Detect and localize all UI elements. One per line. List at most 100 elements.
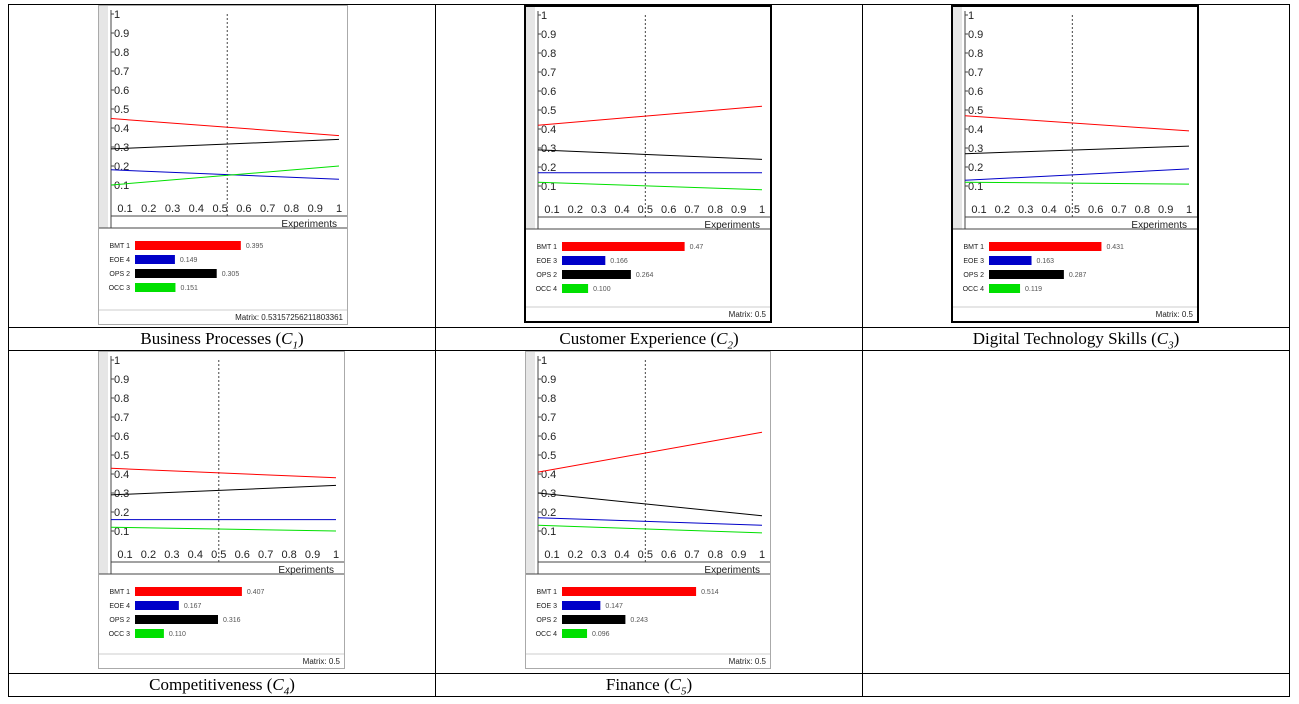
series-line [537, 517, 763, 526]
bar-value-label: 0.407 [247, 589, 265, 596]
y-tick-label: 0.6 [114, 431, 129, 443]
x-tick-label: 0.3 [1018, 204, 1033, 216]
y-tick-label: 0.5 [968, 105, 983, 117]
x-tick-label: 0.9 [731, 204, 746, 216]
bar-label: OCC 4 [536, 286, 558, 293]
gutter [526, 7, 535, 229]
y-tick-label: 0.6 [114, 85, 129, 97]
bar-value-label: 0.305 [222, 271, 240, 278]
y-tick-label: 0.3 [968, 143, 983, 155]
chart-svg: 0.10.20.30.40.50.60.70.80.910.1 0.2 0.3 0.4… [526, 7, 770, 319]
x-tick-label: 0.9 [305, 549, 320, 561]
y-tick-label: 0.8 [541, 393, 556, 405]
matrix-label: Matrix: 0.5 [1156, 310, 1194, 319]
bar [562, 256, 606, 265]
x-tick-label: 0.2 [995, 204, 1010, 216]
bar-value-label: 0.110 [169, 631, 186, 638]
bar-label: BMT 1 [537, 244, 558, 251]
caption-subscript: 1 [292, 339, 298, 352]
x-tick-label: 0.8 [1135, 204, 1150, 216]
sensitivity-panel: 0.1 0.2 0.3 0.4 0.5 0.6 0.7 0.8 0.9 1 0.1 0.2 0.3 0.4… [524, 5, 772, 323]
series-line [964, 145, 1190, 155]
bar-value-label: 0.100 [593, 286, 611, 293]
figure-grid: 0.1 0.2 0.3 0.4 0.5 0.6 0.7 0.8 0.9 1 0.1 0.2 0.3 0.4… [8, 4, 1290, 697]
x-tick-label: 0.6 [236, 203, 251, 215]
bar-value-label: 0.096 [592, 631, 610, 638]
cell-4: 0.1 0.2 0.3 0.4 0.5 0.6 0.7 0.8 0.9 1 0.1 0.2 0.3 0.4… [8, 350, 436, 674]
caption-empty [862, 673, 1290, 697]
bar-value-label: 0.151 [180, 285, 198, 292]
caption-2: Customer Experience (C2) [435, 327, 863, 351]
x-tick-label: 0.2 [141, 203, 156, 215]
bar [989, 242, 1102, 251]
series-line [110, 169, 340, 180]
y-tick-label: 0.9 [541, 29, 556, 41]
y-tick-label: 0.7 [968, 67, 983, 79]
bar [135, 269, 217, 278]
x-tick-label: 0.4 [1041, 204, 1056, 216]
y-tick-label: 0.6 [541, 431, 556, 443]
bar [562, 242, 685, 251]
y-tick-label: 0.4 [114, 469, 129, 481]
x-tick-label: 0.3 [591, 549, 606, 561]
x-tick-label: 0.4 [614, 549, 629, 561]
x-tick-label: 0.4 [188, 549, 203, 561]
bar [562, 587, 697, 596]
y-tick-label: 0.5 [114, 104, 129, 116]
x-tick-label: 0.9 [1158, 204, 1173, 216]
y-tick-label: 0.1 [114, 526, 129, 538]
bar-value-label: 0.149 [180, 257, 198, 264]
x-tick-label: 1 [759, 204, 765, 216]
caption-3: Digital Technology Skills (C3) [862, 327, 1290, 351]
series-line [964, 181, 1190, 185]
y-tick-label: 0.7 [541, 412, 556, 424]
x-tick-label: 0.6 [235, 549, 250, 561]
x-axis-label: Experiments [278, 565, 334, 576]
y-tick-label: 1 [114, 9, 120, 21]
x-tick-label: 0.1 [117, 203, 132, 215]
y-tick-label: 1 [541, 355, 547, 367]
y-tick-label: 0.7 [541, 67, 556, 79]
x-tick-label: 0.6 [661, 204, 676, 216]
x-tick-label: 1 [759, 549, 765, 561]
chart-svg: 0.10.20.30.40.50.60.70.80.910.1 0.2 0.3 0.4… [953, 7, 1197, 319]
bar-label: OPS 2 [536, 272, 557, 279]
bar-value-label: 0.395 [246, 243, 264, 250]
x-tick-label: 0.4 [614, 204, 629, 216]
x-tick-label: 0.8 [284, 203, 299, 215]
x-tick-label: 0.5 [211, 549, 226, 561]
x-tick-label: 0.5 [1065, 204, 1080, 216]
bar [989, 284, 1021, 293]
x-tick-label: 0.8 [708, 549, 723, 561]
y-tick-label: 0.8 [114, 47, 129, 59]
bar-label: EOE 3 [536, 603, 557, 610]
caption-text: Finance [605, 675, 660, 694]
x-tick-label: 0.3 [165, 203, 180, 215]
y-tick-label: 0.6 [541, 86, 556, 98]
cell-1: 0.1 0.2 0.3 0.4 0.5 0.6 0.7 0.8 0.9 1 0.1 0.2 0.3 0.4… [8, 4, 436, 328]
y-tick-label: 0.8 [114, 393, 129, 405]
caption-text: Customer Experience [559, 329, 707, 348]
bar-label: OCC 3 [109, 285, 131, 292]
bar-value-label: 0.431 [1106, 244, 1124, 251]
x-tick-label: 0.8 [281, 549, 296, 561]
caption-subscript: 4 [283, 685, 290, 698]
x-tick-label: 0.1 [971, 204, 986, 216]
chart-svg: 0.10.20.30.40.50.60.70.80.910.1 0.2 0.3 0.4… [526, 352, 770, 666]
x-tick-label: 0.1 [544, 549, 559, 561]
y-tick-label: 0.6 [968, 86, 983, 98]
bar [135, 241, 241, 250]
bar [562, 629, 588, 638]
x-tick-label: 0.7 [258, 549, 273, 561]
x-tick-label: 0.2 [568, 549, 583, 561]
x-tick-label: 0.7 [260, 203, 275, 215]
series-line [537, 492, 763, 517]
series-line [110, 467, 337, 479]
y-tick-label: 0.1 [968, 181, 983, 193]
bar-value-label: 0.147 [605, 603, 623, 610]
bar-label: OPS 2 [536, 617, 557, 624]
x-tick-label: 0.9 [308, 203, 323, 215]
series-line [964, 115, 1190, 132]
cell-empty [862, 350, 1290, 674]
bar-label: EOE 4 [109, 257, 130, 264]
